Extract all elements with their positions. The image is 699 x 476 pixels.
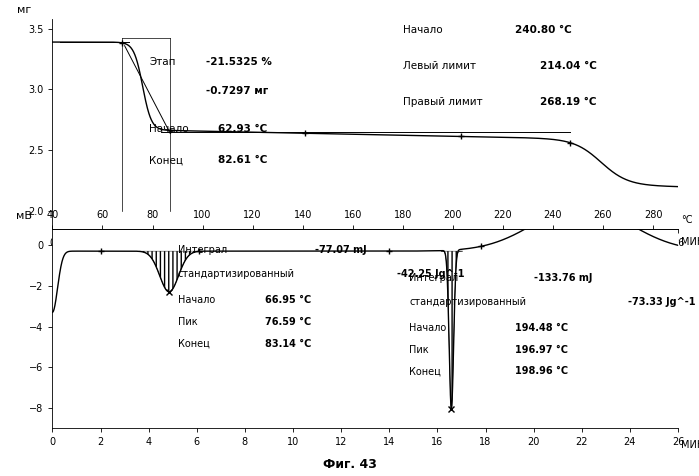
- Text: 82.61 °C: 82.61 °C: [218, 155, 268, 165]
- Text: °C: °C: [681, 215, 693, 225]
- Text: Начало: Начало: [403, 25, 442, 35]
- Text: -133.76 mJ: -133.76 mJ: [534, 273, 593, 283]
- Text: Интеграл: Интеграл: [409, 273, 458, 283]
- Text: -21.5325 %: -21.5325 %: [206, 57, 272, 67]
- Text: МИН: МИН: [681, 237, 699, 247]
- Text: стандартизированный: стандартизированный: [178, 268, 294, 278]
- Text: -42.25 Jg^-1: -42.25 Jg^-1: [396, 268, 464, 278]
- Text: -77.07 mJ: -77.07 mJ: [315, 245, 367, 255]
- Text: стандартизированный: стандартизированный: [409, 297, 526, 307]
- Y-axis label: мВ: мВ: [16, 211, 32, 221]
- Text: Правый лимит: Правый лимит: [403, 97, 482, 107]
- Text: 83.14 °C: 83.14 °C: [265, 338, 312, 348]
- Text: -73.33 Jg^-1: -73.33 Jg^-1: [628, 297, 696, 307]
- Text: Интеграл: Интеграл: [178, 245, 226, 255]
- Text: Конец: Конец: [409, 367, 441, 377]
- Text: МИН: МИН: [681, 440, 699, 450]
- Text: Конец: Конец: [178, 338, 210, 348]
- Text: 196.97 °C: 196.97 °C: [515, 345, 568, 355]
- Text: 240.80 °C: 240.80 °C: [515, 25, 572, 35]
- Text: 66.95 °C: 66.95 °C: [265, 295, 311, 305]
- Text: Этап: Этап: [150, 57, 176, 67]
- Text: Начало: Начало: [150, 124, 189, 134]
- Text: 76.59 °C: 76.59 °C: [265, 317, 311, 327]
- Text: 62.93 °C: 62.93 °C: [218, 124, 268, 134]
- Text: Левый лимит: Левый лимит: [403, 61, 476, 71]
- Text: 198.96 °C: 198.96 °C: [515, 367, 568, 377]
- Text: 214.04 °C: 214.04 °C: [540, 61, 597, 71]
- Text: Начало: Начало: [409, 323, 446, 333]
- Text: Начало: Начало: [178, 295, 215, 305]
- Text: Конец: Конец: [150, 155, 183, 165]
- Text: -0.7297 мг: -0.7297 мг: [206, 86, 268, 96]
- Text: 268.19 °C: 268.19 °C: [540, 97, 597, 107]
- Text: 194.48 °C: 194.48 °C: [515, 323, 568, 333]
- Text: Фиг. 43: Фиг. 43: [322, 458, 377, 471]
- Y-axis label: мг: мг: [17, 5, 31, 15]
- Text: Пик: Пик: [409, 345, 428, 355]
- Text: Пик: Пик: [178, 317, 197, 327]
